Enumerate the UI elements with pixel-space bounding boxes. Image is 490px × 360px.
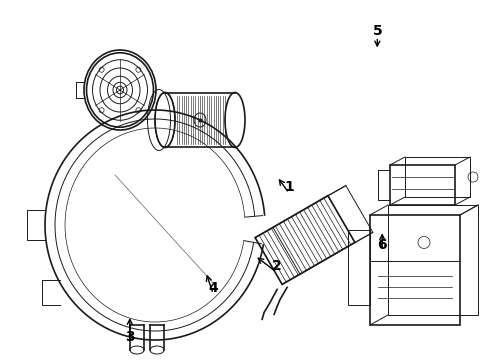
Text: 2: 2 (272, 260, 282, 273)
Text: 5: 5 (372, 24, 382, 37)
Text: 4: 4 (208, 281, 218, 295)
Text: 3: 3 (125, 330, 135, 343)
Text: 1: 1 (284, 180, 294, 194)
Text: 6: 6 (377, 238, 387, 252)
